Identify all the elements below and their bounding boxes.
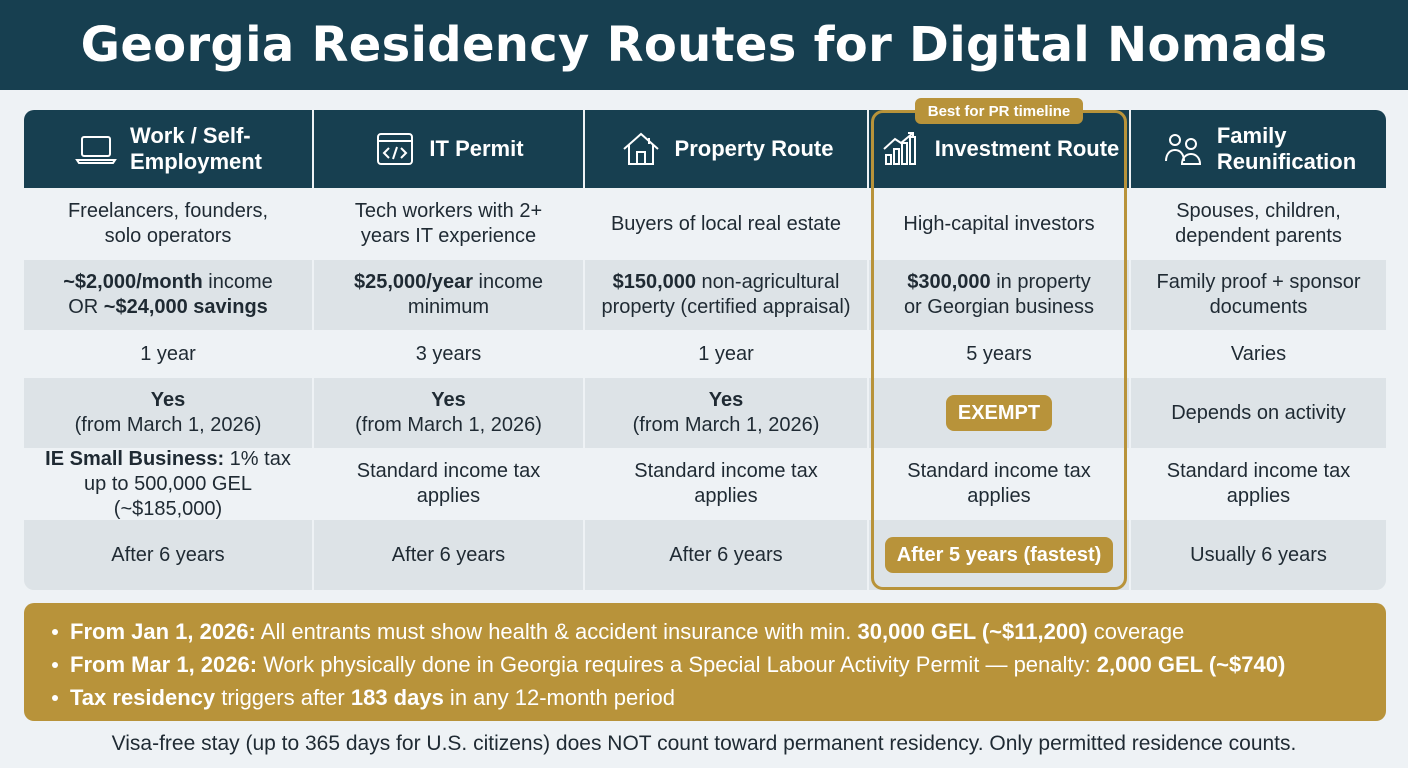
work-permit-date: (from March 1, 2026) xyxy=(74,414,262,436)
work-permit-cell: Yes (from March 1, 2026) xyxy=(585,378,867,448)
title-banner: Georgia Residency Routes for Digital Nom… xyxy=(0,0,1408,90)
duration-cell: Varies xyxy=(1230,342,1287,365)
requirement-amount: $300,000 xyxy=(907,271,991,293)
duration-cell: 1 year xyxy=(140,342,196,365)
requirement-amount: $25,000/year xyxy=(353,271,473,293)
column-header-label: Property Route xyxy=(674,136,834,161)
best-for-pr-tag: Best for PR timeline xyxy=(915,98,1083,124)
key-rules-box: From Jan 1, 2026: All entrants must show… xyxy=(24,603,1386,721)
requirement-cell: ~$2,000/month income OR ~$24,000 savings xyxy=(24,260,312,330)
pr-timeline-cell: After 6 years xyxy=(24,520,312,590)
audience-cell: Freelancers, founders, solo operators xyxy=(67,200,269,247)
column-header-label: Family Reunification xyxy=(1216,123,1357,174)
page-title: Georgia Residency Routes for Digital Nom… xyxy=(80,17,1328,73)
duration-cell: 1 year xyxy=(698,342,754,365)
tax-cell: Standard income tax applies xyxy=(1166,460,1351,507)
requirement-text: in property or Georgian business xyxy=(903,271,1095,318)
tax-text: 1% tax up to 500,000 GEL (~$185,000) xyxy=(84,447,291,520)
duration-cell: 3 years xyxy=(415,342,482,365)
tax-cell: Standard income tax applies xyxy=(634,460,818,507)
pr-timeline-cell: After 6 years xyxy=(585,520,867,590)
note-item: From Mar 1, 2026: Work physically done i… xyxy=(50,648,1360,681)
requirement-text: income minimum xyxy=(407,271,544,318)
requirement-amount: ~$2,000/month xyxy=(63,271,203,293)
pr-timeline-cell: After 5 years (fastest) xyxy=(869,520,1129,590)
column-header-label: IT Permit xyxy=(429,136,524,161)
column-family-reunification: Family Reunification Spouses, children, … xyxy=(1131,110,1386,590)
column-header: Property Route xyxy=(585,110,867,188)
note-item: From Jan 1, 2026: All entrants must show… xyxy=(50,615,1360,648)
work-permit-cell: EXEMPT xyxy=(869,378,1129,448)
column-header: Work / Self- Employment xyxy=(24,110,312,188)
tax-regime: IE Small Business: xyxy=(45,447,225,470)
work-permit-cell: Yes (from March 1, 2026) xyxy=(24,378,312,448)
column-property-route: Property Route Buyers of local real esta… xyxy=(585,110,867,590)
family-icon xyxy=(1161,127,1205,171)
tax-cell: Standard income tax applies xyxy=(907,460,1091,507)
column-header-label: Work / Self- Employment xyxy=(129,123,263,174)
column-header-label: Investment Route xyxy=(934,136,1120,161)
requirement-cell: Family proof + sponsor documents xyxy=(1131,260,1386,330)
pr-timeline-cell: After 6 years xyxy=(314,520,583,590)
work-permit-date: (from March 1, 2026) xyxy=(355,414,542,436)
requirement-cell: $150,000 non-agricultural property (cert… xyxy=(585,260,867,330)
requirement-cell: $300,000 in property or Georgian busines… xyxy=(869,260,1129,330)
column-it-permit: IT Permit Tech workers with 2+ years IT … xyxy=(314,110,583,590)
footer-note: Visa-free stay (up to 365 days for U.S. … xyxy=(111,732,1297,755)
pr-timeline-cell: Usually 6 years xyxy=(1131,520,1386,590)
requirement-savings: ~$24,000 savings xyxy=(103,296,268,318)
audience-cell: Spouses, children, dependent parents xyxy=(1175,200,1342,247)
code-window-icon xyxy=(373,127,417,171)
tax-cell: Standard income tax applies xyxy=(356,460,541,507)
audience-cell: High-capital investors xyxy=(903,212,1095,235)
routes-table: Work / Self- Employment Freelancers, fou… xyxy=(24,98,1386,590)
house-icon xyxy=(619,127,663,171)
requirement-text: income OR xyxy=(68,271,273,318)
audience-cell: Tech workers with 2+ years IT experience xyxy=(354,200,543,247)
duration-cell: 5 years xyxy=(966,342,1032,365)
tax-cell: IE Small Business: 1% tax up to 500,000 … xyxy=(24,448,312,520)
column-investment-route: Investment Route High-capital investors … xyxy=(869,110,1129,590)
work-permit-date: (from March 1, 2026) xyxy=(632,414,820,436)
exempt-badge: EXEMPT xyxy=(945,395,1053,431)
work-permit-status: Yes xyxy=(431,389,466,411)
column-header: IT Permit xyxy=(314,110,583,188)
requirement-cell: $25,000/year income minimum xyxy=(314,260,583,330)
column-header: Family Reunification xyxy=(1131,110,1386,188)
work-permit-status: Yes xyxy=(708,389,744,411)
note-item: Tax residency triggers after 183 days in… xyxy=(50,681,1360,714)
growth-chart-icon xyxy=(879,127,923,171)
work-permit-cell: Yes (from March 1, 2026) xyxy=(314,378,583,448)
column-work-self-employment: Work / Self- Employment Freelancers, fou… xyxy=(24,110,312,590)
work-permit-status: Yes xyxy=(150,389,186,411)
requirement-amount: $150,000 xyxy=(612,271,696,293)
audience-cell: Buyers of local real estate xyxy=(610,212,842,235)
work-permit-cell: Depends on activity xyxy=(1131,378,1386,448)
fastest-badge: After 5 years (fastest) xyxy=(884,537,1114,573)
laptop-icon xyxy=(74,127,118,171)
requirement-text: non-agricultural property (certified app… xyxy=(601,271,851,318)
